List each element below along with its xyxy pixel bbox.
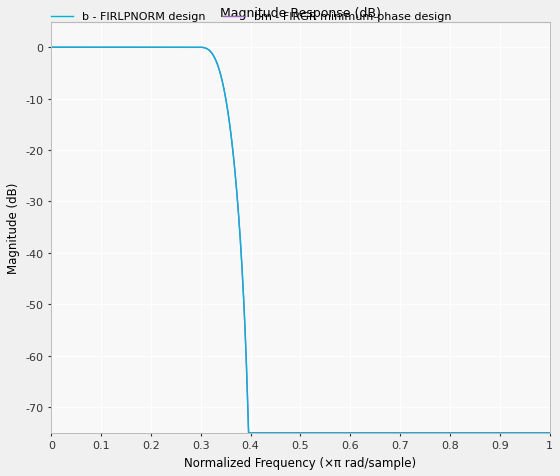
b - FIRLPNORM design — [489, 430, 496, 436]
Line: b - FIRLPNORM design: b - FIRLPNORM design — [52, 48, 549, 433]
b - FIRLPNORM design — [380, 430, 387, 436]
bm - FIRGR minimum-phase design — [245, 430, 252, 436]
b - FIRLPNORM design — [87, 45, 94, 51]
b - FIRLPNORM design — [48, 45, 55, 51]
Legend: b - FIRLPNORM design, bm - FIRGR minimum-phase design: b - FIRLPNORM design, bm - FIRGR minimum… — [52, 12, 451, 22]
bm - FIRGR minimum-phase design — [48, 45, 55, 51]
bm - FIRGR minimum-phase design — [546, 430, 553, 436]
b - FIRLPNORM design — [533, 430, 540, 436]
X-axis label: Normalized Frequency (×π rad/sample): Normalized Frequency (×π rad/sample) — [184, 456, 417, 469]
Y-axis label: Magnitude (dB): Magnitude (dB) — [7, 182, 20, 273]
bm - FIRGR minimum-phase design — [453, 430, 460, 436]
b - FIRLPNORM design — [515, 430, 521, 436]
bm - FIRGR minimum-phase design — [489, 430, 496, 436]
bm - FIRGR minimum-phase design — [533, 430, 540, 436]
b - FIRLPNORM design — [195, 45, 202, 51]
Line: bm - FIRGR minimum-phase design: bm - FIRGR minimum-phase design — [52, 48, 549, 433]
bm - FIRGR minimum-phase design — [380, 430, 387, 436]
bm - FIRGR minimum-phase design — [87, 45, 94, 51]
Title: Magnitude Response (dB): Magnitude Response (dB) — [220, 7, 381, 20]
bm - FIRGR minimum-phase design — [515, 430, 521, 436]
b - FIRLPNORM design — [546, 430, 553, 436]
bm - FIRGR minimum-phase design — [58, 45, 65, 51]
b - FIRLPNORM design — [245, 430, 252, 436]
b - FIRLPNORM design — [453, 430, 460, 436]
